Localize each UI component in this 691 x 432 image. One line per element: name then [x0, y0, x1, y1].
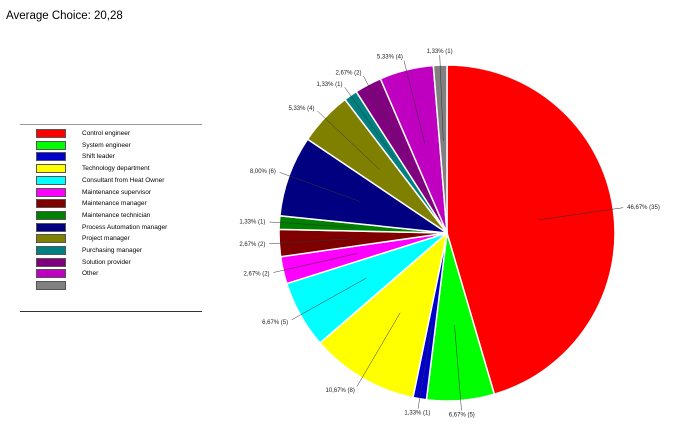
legend-item: Maintenance manager [36, 198, 147, 209]
legend-label: Other [82, 270, 99, 278]
legend-item: Maintenance supervisor [36, 187, 151, 198]
legend-label: Maintenance supervisor [82, 188, 152, 196]
legend-item: Shift leader [36, 151, 115, 162]
data-label: 2,67% (2) [244, 271, 270, 277]
legend-swatch [36, 164, 66, 174]
data-label: 2,67% (2) [335, 70, 361, 76]
legend-label: Maintenance technician [82, 211, 151, 219]
legend-label: Purchasing manager [82, 247, 142, 254]
legend-swatch [36, 140, 66, 150]
legend-swatch [36, 269, 66, 279]
legend-item: Purchasing manager [36, 245, 142, 256]
legend-swatch [36, 175, 66, 185]
legend-item: System engineer [36, 140, 131, 151]
data-label: 6,67% (5) [449, 412, 475, 418]
legend-label: Maintenance manager [82, 200, 147, 208]
legend-swatch [36, 152, 66, 162]
legend-label: Technology department [82, 165, 150, 173]
data-label: 1,33% (1) [404, 411, 430, 417]
legend-swatch [36, 187, 66, 197]
data-label: 2,67% (2) [239, 242, 265, 248]
data-label: 1,33% (1) [316, 82, 342, 88]
legend-item: Project manager [36, 233, 130, 244]
legend-swatch [36, 246, 66, 255]
leader-line [417, 324, 433, 409]
data-label: 10,67% (8) [326, 388, 355, 394]
data-label: 8,00% (6) [250, 169, 276, 175]
legend-item: Control engineer [36, 128, 130, 139]
data-label: 1,33% (1) [239, 220, 265, 226]
data-label: 5,33% (4) [377, 54, 403, 60]
legend-label: Control engineer [82, 130, 131, 137]
legend-label: Shift leader [82, 153, 115, 161]
legend-swatch [36, 257, 66, 267]
data-label: 46,67% (35) [627, 205, 660, 211]
leader-line [538, 207, 624, 221]
chart-legend: Control engineer System engineer Shift lea… [20, 124, 202, 312]
leader-line [363, 75, 404, 152]
leader-line [269, 238, 355, 245]
legend-swatch [36, 234, 66, 244]
legend-item: Maintenance technician [36, 210, 150, 221]
leader-line [273, 253, 357, 273]
legend-swatch [36, 199, 66, 209]
data-label: 6,67% (5) [262, 320, 288, 326]
leader-line [317, 110, 380, 170]
legend-label: Solution provider [82, 258, 131, 266]
legend-label: Project manager [82, 235, 130, 243]
leader-line [356, 312, 401, 387]
average-choice-label: Average Choice: 20,28 [6, 10, 123, 22]
legend-swatch [36, 210, 66, 220]
leader-line [344, 87, 395, 158]
legend-label: System engineer [82, 141, 131, 149]
legend-item: Solution provider [36, 257, 131, 268]
leader-line [454, 325, 462, 411]
legend-label: Process Automation manager [82, 223, 168, 231]
leader-line [291, 277, 367, 321]
legend-swatch [36, 222, 66, 232]
legend-swatch [36, 129, 66, 138]
legend-item [36, 280, 82, 291]
legend-label: Consultant from Heat Owner [82, 176, 165, 184]
legend-swatch [36, 281, 66, 291]
legend-item: Process Automation manager [36, 222, 167, 233]
leader-line [403, 60, 425, 144]
data-label: 1,33% (1) [427, 49, 453, 55]
legend-item: Technology department [36, 163, 150, 174]
legend-item: Consultant from Heat Owner [36, 175, 164, 186]
legend-item: Other [36, 268, 98, 279]
leader-line [439, 55, 444, 141]
leader-line [269, 221, 355, 228]
leader-line [279, 172, 361, 202]
data-label: 5,33% (4) [288, 106, 314, 112]
